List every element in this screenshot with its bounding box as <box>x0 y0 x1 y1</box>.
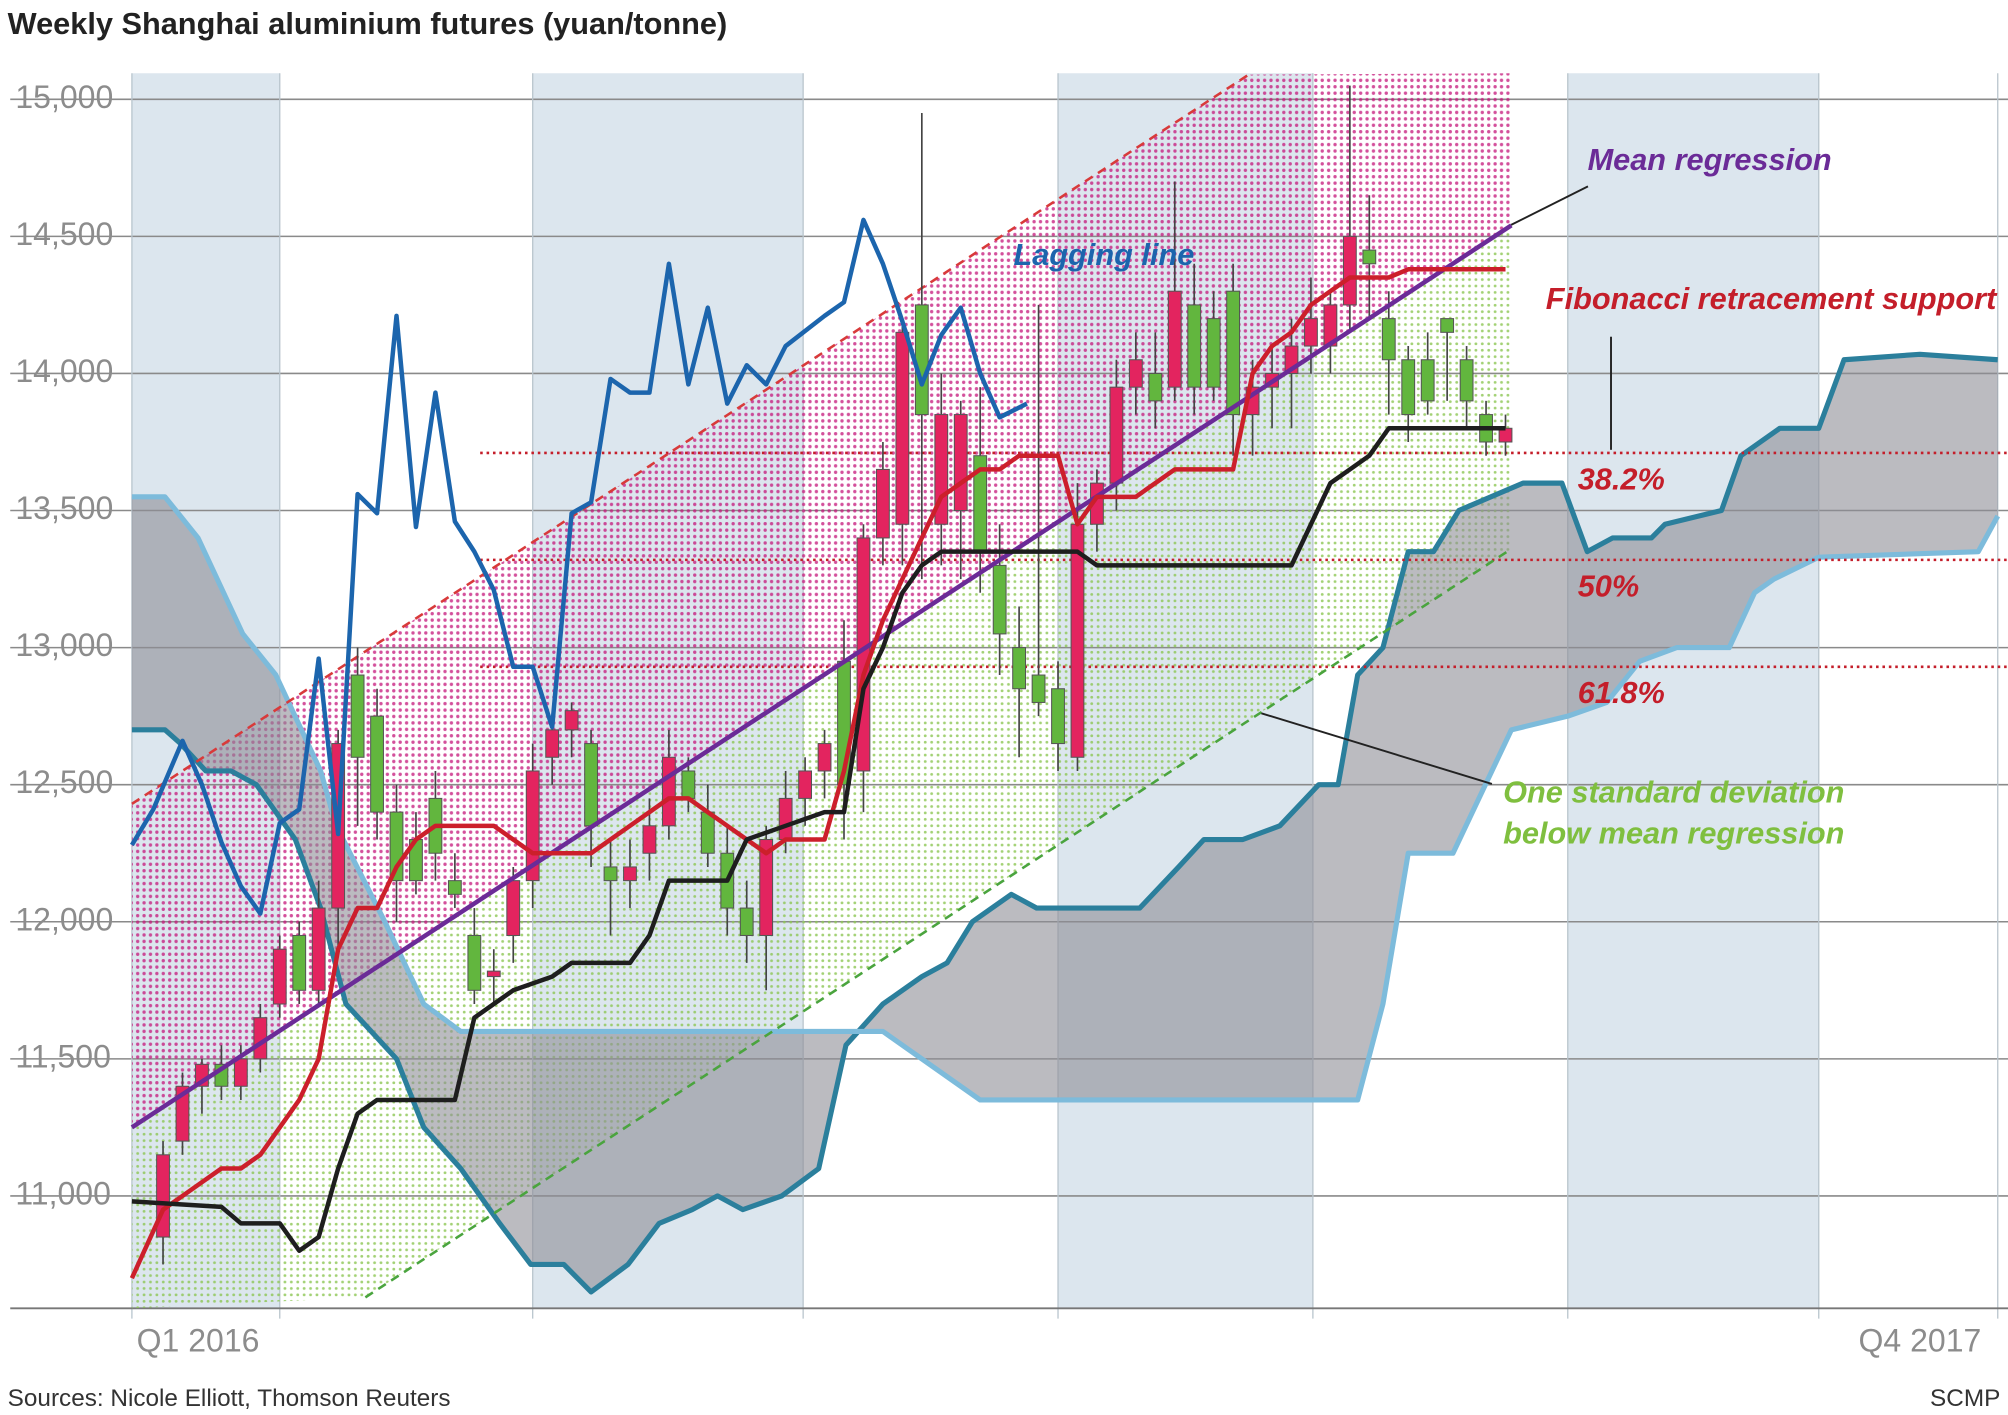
x-tick-label: Q4 2017 <box>1859 1322 1982 1358</box>
y-tick-label: 14,500 <box>15 216 113 252</box>
candle-body <box>1148 372 1163 402</box>
candle-body <box>798 770 813 799</box>
source: Sources: Nicole Elliott, Thomson Reuters <box>8 1385 451 1412</box>
y-tick-label: 11,500 <box>15 1038 111 1074</box>
y-tick-label: 13,500 <box>15 490 113 526</box>
candle-body <box>681 770 696 799</box>
candle-body <box>1128 359 1143 388</box>
cloud-line <box>131 351 1998 1295</box>
candle-body <box>1420 359 1435 402</box>
annotation: Lagging line <box>1013 237 1194 272</box>
fib-label: 61.8% <box>1578 675 1665 710</box>
candle-body <box>778 797 793 841</box>
candle-body <box>1304 318 1318 347</box>
candle-body <box>1206 318 1221 388</box>
fib-label: 38.2% <box>1578 461 1665 496</box>
indicator-line <box>131 426 1506 1254</box>
leader <box>1261 712 1493 785</box>
x-tick-label: Q1 2016 <box>137 1322 260 1358</box>
y-tick-label: 15,000 <box>15 79 113 115</box>
candle-body <box>311 907 326 991</box>
candle-body <box>1362 249 1377 265</box>
annotation: Mean regression <box>1588 142 1832 177</box>
cloud-line <box>131 494 2001 1103</box>
candle-body <box>564 710 579 731</box>
candle-body <box>875 468 890 539</box>
candle-body <box>350 674 365 758</box>
candle-body <box>1401 359 1416 416</box>
candle-body <box>700 811 715 854</box>
candle-body <box>233 1058 248 1087</box>
candle-body <box>1070 523 1085 758</box>
candle-body <box>1109 386 1124 484</box>
upper-band-area <box>131 73 1512 1128</box>
upper-regression <box>131 73 1250 805</box>
candle-body <box>914 304 929 416</box>
candle-body <box>584 743 598 827</box>
y-tick-label: 13,000 <box>15 627 113 663</box>
candle-body <box>545 729 560 758</box>
candle-body <box>661 756 676 827</box>
mean-regression <box>130 223 1513 1130</box>
candle-body <box>603 866 618 882</box>
fib-label: 50% <box>1578 568 1639 603</box>
candle-body <box>272 948 287 1005</box>
candle-body <box>1167 290 1182 388</box>
annotation: Fibonacci retracement support <box>1546 281 1998 316</box>
candle-body <box>953 414 968 512</box>
credit: SCMP <box>1930 1385 2000 1412</box>
candle-body <box>486 970 501 978</box>
candle-body <box>1342 235 1357 306</box>
candle-body <box>292 934 307 991</box>
cloud-area <box>131 354 1998 1292</box>
candle-body <box>1381 318 1396 361</box>
y-tick-label: 14,000 <box>15 353 113 389</box>
candle-body <box>817 743 832 772</box>
candle-body <box>623 866 637 882</box>
candle-body <box>1031 674 1046 703</box>
candle-body <box>642 825 657 854</box>
candle-body <box>1051 688 1065 745</box>
chart-title: Weekly Shanghai aluminium futures (yuan/… <box>8 6 728 41</box>
candle-body <box>1226 290 1241 416</box>
candle-body <box>467 934 482 991</box>
y-tick-label: 12,000 <box>15 901 113 937</box>
candle-body <box>1440 318 1455 333</box>
candle-body <box>992 564 1007 635</box>
candle-body <box>370 715 384 813</box>
candle-body <box>175 1085 190 1142</box>
candle-body <box>1459 359 1474 402</box>
annotation: One standard deviation <box>1503 774 1844 809</box>
candle-body <box>506 880 521 936</box>
y-tick-label: 12,500 <box>15 764 113 800</box>
annotation: below mean regression <box>1503 815 1844 850</box>
leader <box>1510 185 1589 226</box>
candle-body <box>739 907 754 936</box>
lower-regression <box>364 547 1513 1299</box>
candle-body <box>447 880 462 895</box>
candle-body <box>1012 647 1027 690</box>
candle-body <box>759 839 774 936</box>
indicator-line <box>129 267 1506 1280</box>
indicator-line <box>129 217 1028 916</box>
y-tick-label: 11,000 <box>15 1175 111 1211</box>
candle-body <box>1187 304 1202 388</box>
candle-body <box>895 331 910 525</box>
